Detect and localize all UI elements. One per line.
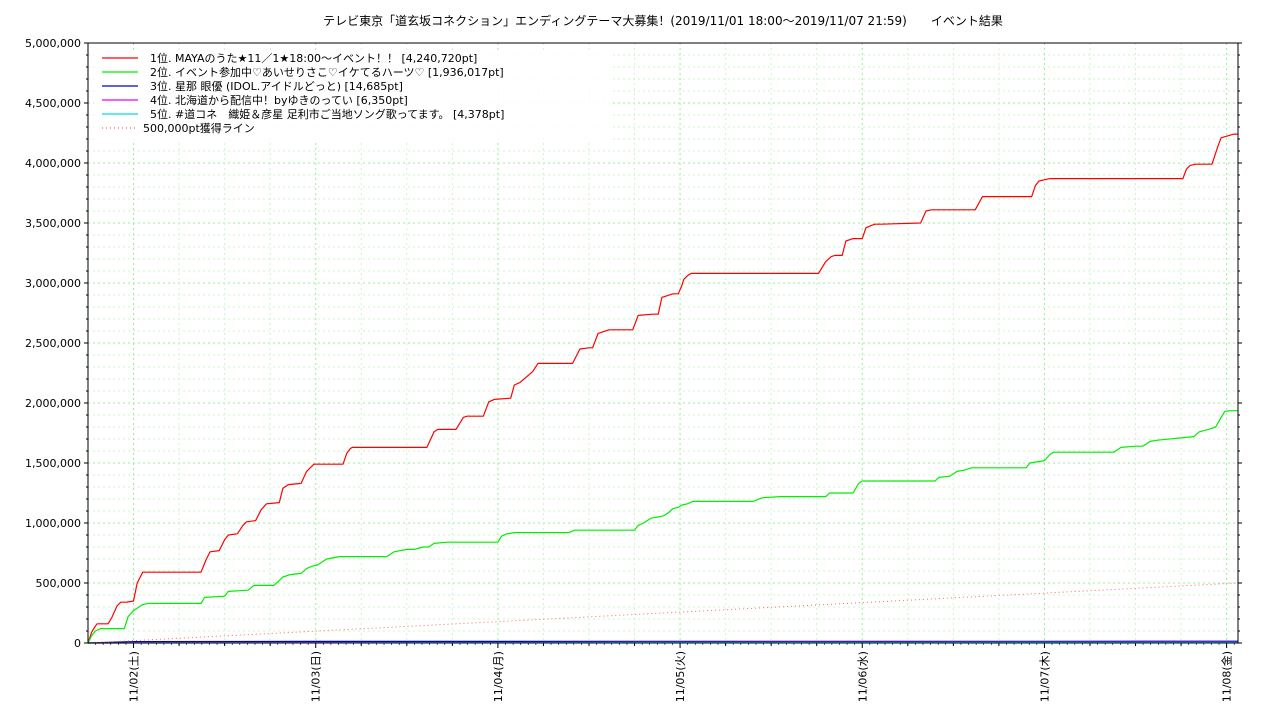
legend-label: 2位. イベント参加中♡あいせりさこ♡イケてるハーツ♡ [1,936,017pt… bbox=[150, 65, 504, 79]
x-tick-label: 11/08(金) bbox=[1220, 651, 1234, 702]
y-tick-label: 1,500,000 bbox=[25, 457, 81, 470]
y-tick-label: 500,000 bbox=[36, 577, 82, 590]
x-tick-label: 11/03(日) bbox=[310, 651, 323, 702]
legend-label: 500,000pt獲得ライン bbox=[143, 122, 255, 135]
series-line-1 bbox=[87, 133, 1238, 644]
legend: 1位. MAYAのうた★11／1★18:00〜イベント！！ [4,240,720… bbox=[94, 50, 610, 142]
y-tick-label: 3,000,000 bbox=[25, 277, 81, 290]
series-line-3 bbox=[87, 640, 1238, 644]
legend-label: 1位. MAYAのうた★11／1★18:00〜イベント！！ [4,240,720… bbox=[150, 51, 477, 65]
y-tick-label: 1,000,000 bbox=[25, 517, 81, 530]
x-tick-label: 11/02(土) bbox=[128, 651, 141, 702]
legend-label: 5位. #道コネ 織姫＆彦星 足利市ご当地ソング歌ってます。 [4,378pt] bbox=[150, 107, 504, 121]
chart-title: テレビ東京「道玄坂コネクション」エンディングテーマ大募集！(2019/11/01… bbox=[323, 13, 1003, 28]
x-tick-label: 11/05(火) bbox=[674, 651, 687, 702]
y-tick-label: 5,000,000 bbox=[25, 37, 81, 50]
y-tick-label: 4,000,000 bbox=[25, 157, 81, 170]
y-tick-label: 2,500,000 bbox=[25, 337, 81, 350]
x-tick-label: 11/06(水) bbox=[856, 651, 869, 702]
y-tick-label: 0 bbox=[74, 637, 81, 650]
y-tick-label: 3,500,000 bbox=[25, 217, 81, 230]
series-line-2 bbox=[87, 410, 1238, 644]
x-axis: 11/02(土) 11/03(日) 11/04(月) 11/05(火) 11/06(水)… bbox=[95, 643, 1235, 702]
x-tick-label: 11/04(月) bbox=[492, 651, 505, 702]
grid bbox=[88, 43, 1238, 643]
y-tick-label: 4,500,000 bbox=[25, 97, 81, 110]
x-tick-label: 11/07(木) bbox=[1038, 651, 1051, 702]
legend-background bbox=[94, 50, 610, 142]
y-axis: 0 500,000 1,000,000 1,500,000 2,000,000 2,500… bbox=[25, 37, 1242, 650]
legend-label: 3位. 星那 眼優 (IDOL.アイドルどっと) [14,685pt] bbox=[150, 79, 403, 93]
y-tick-label: 2,000,000 bbox=[25, 397, 81, 410]
legend-label: 4位. 北海道から配信中！byゆきのってい [6,350pt] bbox=[150, 93, 408, 107]
